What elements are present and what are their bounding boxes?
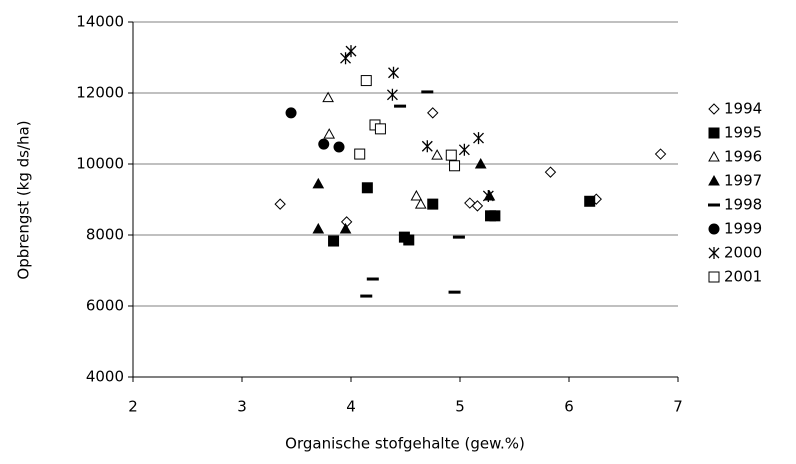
point [285, 107, 297, 119]
x-axis-title: Organische stofgehalte (gew.%) [285, 435, 525, 453]
point [482, 189, 494, 202]
point [274, 198, 286, 210]
x-tick-label: 3 [237, 398, 247, 416]
legend-marker [708, 203, 720, 207]
point [445, 149, 457, 161]
point [414, 198, 427, 209]
x-tick-label: 2 [128, 398, 138, 416]
legend-label: 1997 [724, 172, 762, 190]
y-tick-label: 6000 [86, 297, 124, 315]
point [361, 182, 373, 194]
point [333, 141, 345, 153]
point [654, 148, 667, 160]
legend-label: 1994 [724, 100, 762, 118]
point [403, 234, 415, 246]
point [489, 210, 501, 222]
x-tick-label: 7 [673, 398, 683, 416]
y-tick-label: 8000 [86, 226, 124, 244]
x-tick-label: 5 [455, 398, 465, 416]
point [427, 198, 439, 210]
point [471, 200, 484, 212]
point [339, 222, 352, 234]
point [386, 88, 398, 101]
point [322, 91, 334, 103]
point [354, 148, 366, 160]
point [328, 235, 340, 247]
point [474, 157, 487, 169]
legend-label: 2001 [724, 268, 762, 286]
point [340, 52, 352, 65]
legend-marker [708, 247, 720, 259]
point [448, 290, 461, 294]
point [318, 138, 330, 150]
point [431, 149, 443, 160]
y-tick-label: 10000 [76, 155, 124, 173]
y-tick-label: 12000 [76, 84, 124, 102]
point [421, 140, 433, 153]
point [458, 143, 470, 156]
point [360, 294, 373, 298]
legend-marker [708, 150, 720, 162]
point [421, 90, 434, 94]
y-axis-title: Opbrengst (kg ds/ha) [15, 120, 33, 279]
point [394, 104, 407, 108]
point [388, 66, 399, 79]
legend-label: 2000 [724, 244, 762, 262]
legend-marker [708, 174, 720, 186]
point [427, 107, 439, 119]
y-tick-label: 14000 [76, 13, 124, 31]
point [449, 160, 461, 172]
point [312, 222, 325, 234]
point [312, 177, 325, 189]
point [452, 235, 465, 239]
point [584, 195, 596, 207]
point [473, 132, 484, 145]
point [360, 75, 372, 87]
legend-marker [708, 103, 720, 115]
legend-label: 1998 [724, 196, 762, 214]
point [345, 45, 357, 58]
legend-marker [708, 223, 720, 235]
legend-marker [708, 271, 720, 283]
legend-label: 1996 [724, 148, 762, 166]
point [544, 166, 557, 178]
y-tick-label: 4000 [86, 368, 124, 386]
point [366, 277, 379, 281]
legend-label: 1995 [724, 124, 762, 142]
x-tick-label: 6 [564, 398, 574, 416]
legend-label: 1999 [724, 220, 762, 238]
point [410, 189, 423, 201]
point [323, 128, 336, 139]
point [374, 123, 386, 135]
x-tick-label: 4 [346, 398, 356, 416]
legend-marker [708, 127, 720, 139]
